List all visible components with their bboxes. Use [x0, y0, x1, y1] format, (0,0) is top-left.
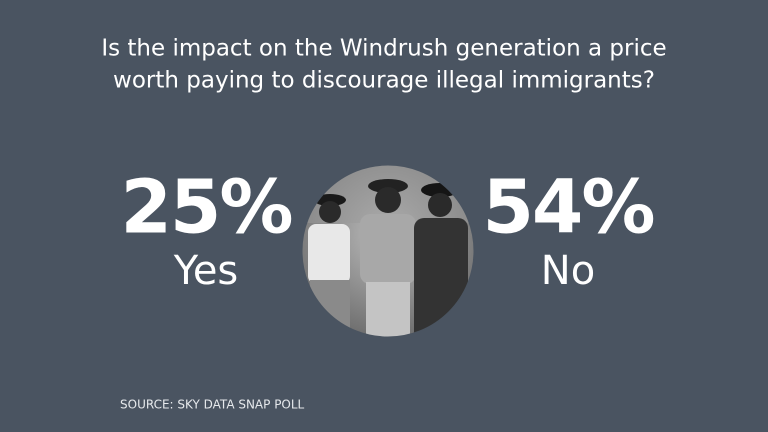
title-line: worth paying to discourage illegal immig… — [113, 68, 655, 94]
result-value: 25% — [120, 165, 291, 251]
photo — [302, 165, 474, 337]
result-value: 54% — [482, 165, 653, 251]
title-line: Is the impact on the Windrush generation… — [101, 36, 666, 62]
result-label: No — [541, 248, 595, 294]
result-label: Yes — [173, 248, 239, 294]
photo-border — [301, 164, 475, 338]
source: SOURCE: SKY DATA SNAP POLL — [120, 398, 305, 412]
